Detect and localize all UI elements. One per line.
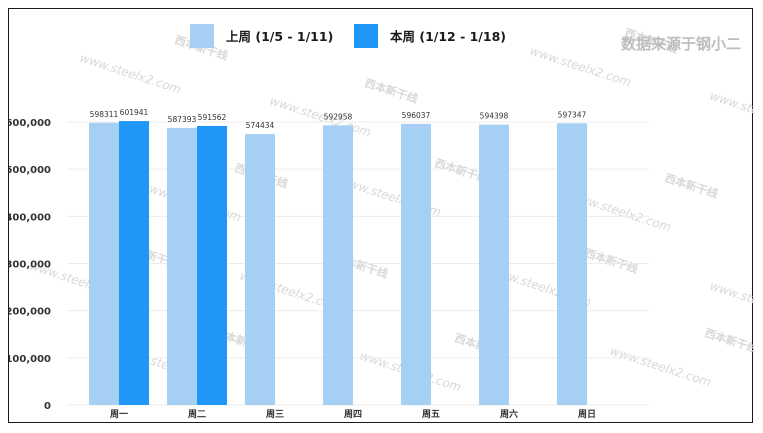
- watermark-brand-text: 西本新干线: [583, 246, 640, 276]
- data-label: 574434: [246, 121, 275, 130]
- x-axis-ticks: 周一 周二 周三 周四 周五 周六 周日: [110, 408, 596, 420]
- y-tick-label: 200,000: [9, 307, 51, 318]
- x-tick-label: 周五: [422, 409, 440, 420]
- bar-previous-week: [245, 134, 275, 405]
- bar-previous-week: [479, 124, 509, 405]
- data-label: 601941: [120, 108, 149, 117]
- watermark-brand-text: 西本新干线: [363, 76, 420, 106]
- watermark-brand-text: 西本新干线: [703, 326, 754, 356]
- x-tick-label: 周一: [110, 409, 128, 420]
- legend-label: 上周 (1/5 - 1/11): [226, 29, 333, 44]
- bar-previous-week: [89, 122, 119, 406]
- watermark-url-text: www.steelx2.com: [608, 344, 713, 390]
- y-tick-label: 500,000: [9, 165, 51, 176]
- y-tick-label: 600,000: [9, 118, 51, 129]
- data-labels: 598311 601941 587393 591562 574434 592958 5960…: [90, 108, 587, 130]
- bar-previous-week: [401, 123, 431, 406]
- legend: 上周 (1/5 - 1/11) 本周 (1/12 - 1/18): [190, 24, 506, 48]
- y-tick-label: 100,000: [9, 354, 51, 365]
- watermark-url-text: www.steelx2.com: [268, 94, 373, 140]
- watermark-brand-text: 西本新干线: [663, 171, 720, 201]
- data-label: 587393: [168, 115, 197, 124]
- legend-swatch: [190, 24, 214, 48]
- watermark-url-text: www.steelx2.com: [708, 279, 754, 325]
- y-tick-label: 0: [44, 401, 51, 412]
- bars: [89, 121, 587, 406]
- bar-previous-week: [167, 127, 197, 406]
- legend-swatch: [354, 24, 378, 48]
- data-label: 598311: [90, 110, 119, 119]
- x-tick-label: 周三: [266, 409, 284, 420]
- source-note: 数据来源于钢小二: [621, 35, 741, 53]
- data-label: 592958: [324, 112, 353, 121]
- x-tick-label: 周六: [500, 408, 518, 420]
- bar-previous-week: [557, 123, 587, 405]
- y-axis-ticks: 0 100,000 200,000 300,000 400,000 500,000 600,…: [9, 118, 51, 412]
- data-label: 594398: [480, 112, 509, 121]
- y-tick-label: 400,000: [9, 212, 51, 223]
- data-label: 597347: [558, 110, 587, 119]
- x-tick-label: 周四: [344, 409, 362, 420]
- watermark-url-text: www.steelx2.com: [708, 89, 754, 135]
- chart-frame: www.steelx2.com 西本新干线 www.steelx2.com 西本新干线…: [8, 8, 754, 423]
- y-tick-label: 300,000: [9, 260, 51, 271]
- watermark-url-text: www.steelx2.com: [78, 51, 183, 97]
- bar-previous-week: [323, 125, 353, 406]
- bar-current-week: [119, 121, 149, 405]
- grid-lines: [67, 121, 649, 406]
- data-label: 591562: [198, 113, 227, 122]
- data-label: 596037: [402, 111, 431, 120]
- x-tick-label: 周二: [188, 409, 206, 420]
- x-tick-label: 周日: [578, 409, 596, 420]
- legend-label: 本周 (1/12 - 1/18): [390, 29, 506, 44]
- bar-chart: www.steelx2.com西本新干线www.steelx2.com西本新干线…: [9, 24, 754, 420]
- bar-current-week: [197, 125, 227, 406]
- watermark-url-text: www.steelx2.com: [528, 44, 633, 90]
